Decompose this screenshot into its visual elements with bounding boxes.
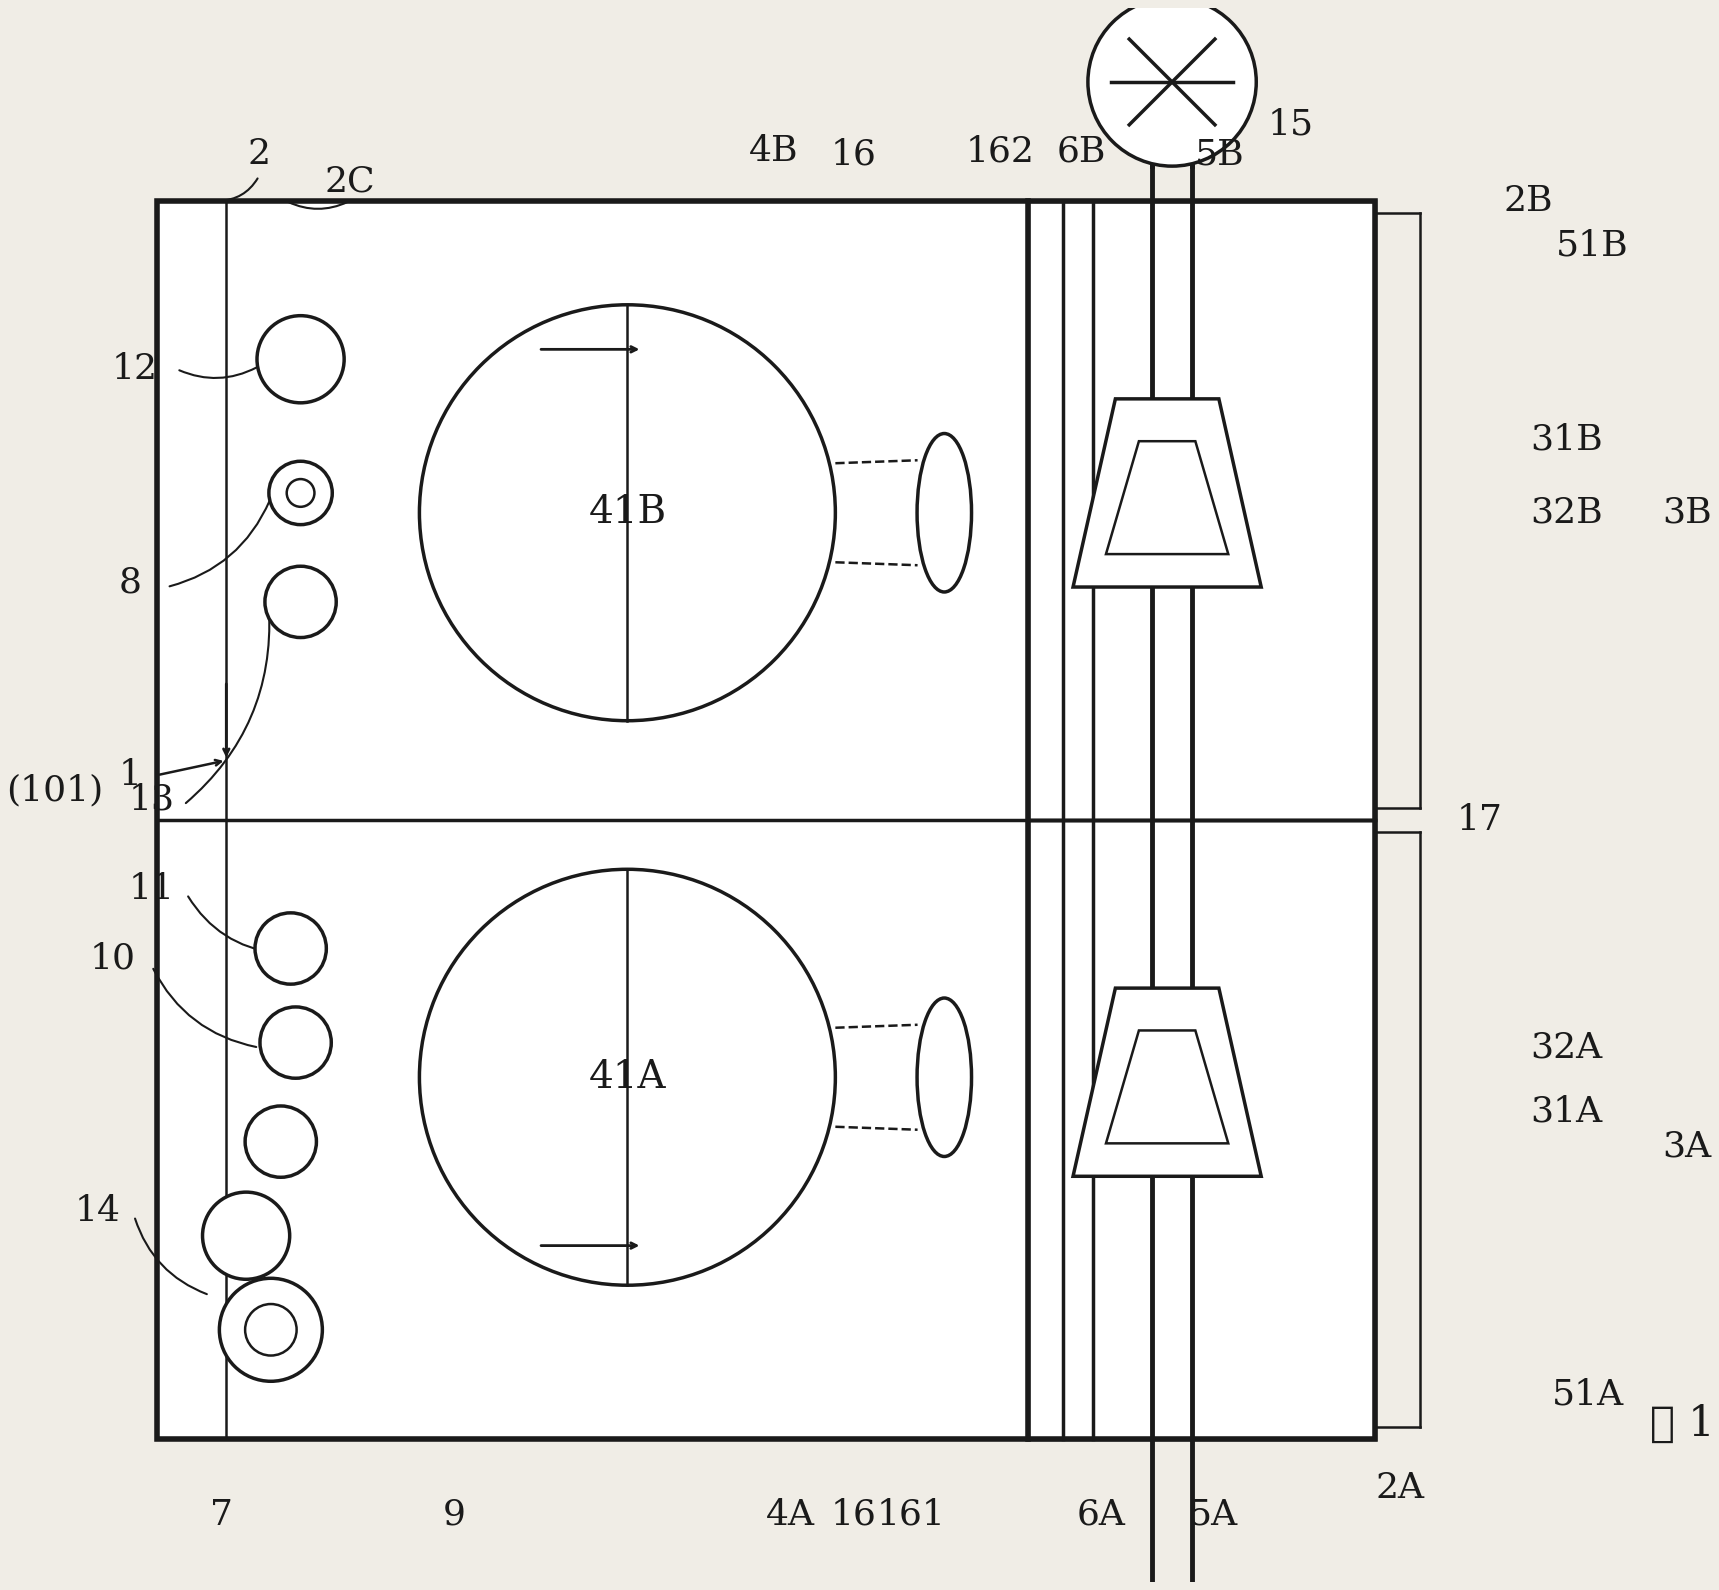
Text: 5B: 5B — [1195, 137, 1245, 172]
Circle shape — [258, 316, 344, 402]
Text: 9: 9 — [442, 1498, 466, 1533]
Text: 3B: 3B — [1662, 496, 1712, 529]
Ellipse shape — [916, 434, 971, 591]
Text: 14: 14 — [74, 1194, 120, 1227]
Text: 13: 13 — [129, 782, 175, 817]
Bar — [156, 200, 1375, 1439]
Text: 10: 10 — [89, 941, 136, 975]
Text: 2C: 2C — [325, 165, 375, 199]
Bar — [1028, 200, 1375, 820]
Text: 41A: 41A — [588, 1059, 667, 1096]
Text: 12: 12 — [112, 351, 156, 386]
Text: 6A: 6A — [1076, 1498, 1126, 1533]
Text: 6B: 6B — [1055, 134, 1105, 169]
Text: 32B: 32B — [1530, 496, 1602, 529]
Ellipse shape — [916, 999, 971, 1156]
Text: 31A: 31A — [1530, 1096, 1602, 1129]
Text: 161: 161 — [877, 1498, 945, 1533]
Text: 17: 17 — [1456, 803, 1502, 836]
Circle shape — [1088, 0, 1257, 165]
Text: 2B: 2B — [1504, 184, 1554, 218]
Circle shape — [220, 1278, 323, 1382]
Text: 図 1: 図 1 — [1650, 1402, 1714, 1445]
Text: 32A: 32A — [1530, 1030, 1602, 1065]
Text: 16: 16 — [830, 137, 877, 172]
Bar — [1028, 820, 1375, 1439]
Circle shape — [246, 1107, 316, 1177]
Text: 41B: 41B — [588, 494, 667, 531]
Text: 31B: 31B — [1530, 423, 1602, 456]
Text: 7: 7 — [210, 1498, 232, 1533]
Text: 51A: 51A — [1552, 1377, 1624, 1412]
Polygon shape — [1073, 399, 1262, 587]
Circle shape — [260, 1006, 332, 1078]
Text: 16: 16 — [830, 1498, 877, 1533]
Circle shape — [419, 305, 835, 720]
Circle shape — [246, 1304, 297, 1356]
Polygon shape — [1105, 440, 1229, 553]
Text: 15: 15 — [1269, 108, 1313, 142]
Text: 1: 1 — [119, 758, 141, 792]
Text: 11: 11 — [129, 871, 175, 906]
Text: 4B: 4B — [749, 134, 799, 169]
Circle shape — [254, 913, 327, 984]
Text: (101): (101) — [7, 773, 103, 808]
Text: 5A: 5A — [1190, 1498, 1238, 1533]
Text: 51B: 51B — [1556, 229, 1628, 262]
Circle shape — [268, 461, 332, 525]
Polygon shape — [1073, 987, 1262, 1177]
Circle shape — [203, 1192, 291, 1280]
Text: 2A: 2A — [1375, 1471, 1425, 1506]
Text: 162: 162 — [966, 134, 1035, 169]
Text: 8: 8 — [119, 564, 141, 599]
Circle shape — [419, 870, 835, 1285]
Circle shape — [265, 566, 337, 638]
Text: 2: 2 — [248, 137, 270, 172]
Circle shape — [287, 479, 315, 507]
Text: 3A: 3A — [1662, 1129, 1712, 1164]
Text: 4A: 4A — [767, 1498, 815, 1533]
Polygon shape — [1105, 1030, 1229, 1143]
